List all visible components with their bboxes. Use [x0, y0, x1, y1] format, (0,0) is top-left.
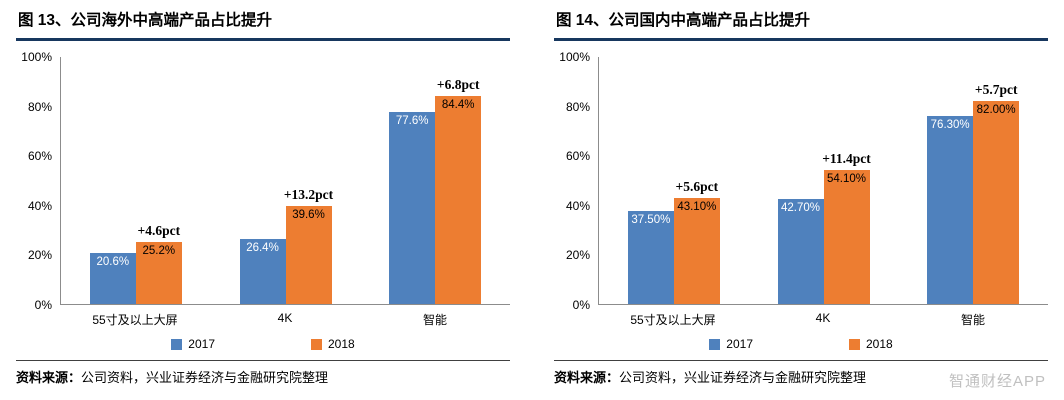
chart-title: 图 14、公司国内中高端产品占比提升	[554, 6, 1048, 41]
chart-title: 图 13、公司海外中高端产品占比提升	[16, 6, 510, 41]
y-axis-tick-label: 60%	[27, 149, 52, 164]
y-axis-tick-label: 80%	[565, 99, 590, 114]
legend: 2017 2018	[16, 337, 510, 351]
bar-2018: 39.6% +13.2pct	[284, 187, 333, 304]
y-axis: 0% 20% 40% 60% 80% 100%	[554, 50, 598, 312]
delta-annotation: +4.6pct	[137, 222, 181, 238]
bar-chart: 0% 20% 40% 60% 80% 100% 20.6% 25.2% +4.6pct 26.4…	[16, 50, 510, 312]
x-axis-category-label: 智能	[422, 313, 447, 327]
charts-row: 图 13、公司海外中高端产品占比提升 0% 20% 40% 60% 80% 100% 20…	[16, 6, 1048, 386]
bar-2018: 43.10% +5.6pct	[673, 179, 720, 304]
bar-value-label: 43.10%	[677, 200, 717, 213]
legend-label: 2017	[188, 337, 215, 351]
y-axis-tick-label: 20%	[27, 248, 52, 263]
source-label: 资料来源：	[16, 370, 82, 385]
legend-item: 2018	[311, 337, 355, 351]
bar-group: 37.50% 43.10% +5.6pct	[599, 57, 749, 304]
x-axis-category-label: 55寸及以上大屏	[92, 313, 178, 327]
bar-value-label: 20.6%	[96, 256, 130, 269]
x-axis-category-label: 4K	[277, 311, 293, 325]
bar-value-label: 54.10%	[826, 173, 866, 186]
bar-chart: 0% 20% 40% 60% 80% 100% 37.50% 43.10% +5.6pct 42…	[554, 50, 1048, 312]
x-axis-category-label: 55寸及以上大屏	[630, 313, 716, 327]
x-axis-category-label: 智能	[960, 313, 985, 327]
x-axis-labels: 55寸及以上大屏 4K 智能	[60, 305, 510, 328]
delta-annotation: +5.7pct	[974, 82, 1018, 98]
bar-2017: 20.6%	[89, 253, 136, 304]
figure-13: 图 13、公司海外中高端产品占比提升 0% 20% 40% 60% 80% 100% 20…	[16, 6, 510, 386]
y-axis-tick-label: 100%	[21, 50, 52, 64]
bar-2018: 82.00% +5.7pct	[973, 82, 1020, 304]
legend: 2017 2018	[554, 337, 1048, 351]
legend-item: 2017	[709, 337, 753, 351]
bar-group: 76.30% 82.00% +5.7pct	[898, 57, 1048, 304]
plot-area: 37.50% 43.10% +5.6pct 42.70% 54.10% +11.4pct 7…	[598, 57, 1048, 305]
x-axis-labels: 55寸及以上大屏 4K 智能	[598, 305, 1048, 328]
source-label: 资料来源：	[554, 370, 620, 385]
delta-annotation: +5.6pct	[675, 178, 719, 194]
bar-value-label: 76.30%	[930, 118, 970, 131]
y-axis-tick-label: 0%	[572, 298, 590, 312]
bar-2017: 37.50%	[627, 211, 674, 304]
y-axis-tick-label: 60%	[565, 149, 590, 164]
figure-14: 图 14、公司国内中高端产品占比提升 0% 20% 40% 60% 80% 100% 37…	[554, 6, 1048, 386]
bar-value-label: 82.00%	[976, 104, 1016, 117]
source-text: 公司资料，兴业证券经济与金融研究院整理	[619, 370, 867, 385]
bar-value-label: 42.70%	[780, 201, 820, 214]
bar-value-label: 39.6%	[292, 209, 325, 222]
source-line: 资料来源：公司资料，兴业证券经济与金融研究院整理	[554, 360, 1048, 386]
source-line: 资料来源：公司资料，兴业证券经济与金融研究院整理	[16, 360, 510, 386]
legend-swatch	[849, 338, 860, 350]
bar-group: 77.6% 84.4% +6.8pct	[360, 57, 510, 304]
plot-area: 20.6% 25.2% +4.6pct 26.4% 39.6% +13.2pct 77.6%…	[60, 57, 510, 305]
bar-value-label: 84.4%	[441, 98, 475, 111]
bar-value-label: 26.4%	[246, 241, 279, 254]
legend-label: 2017	[726, 337, 753, 351]
delta-annotation: +6.8pct	[436, 76, 480, 92]
bar-2018: 25.2% +4.6pct	[135, 223, 182, 304]
legend-swatch	[709, 338, 721, 350]
delta-annotation: +13.2pct	[283, 187, 334, 203]
bar-2018: 54.10% +11.4pct	[822, 151, 871, 304]
bar-group: 42.70% 54.10% +11.4pct	[749, 57, 899, 304]
y-axis-tick-label: 0%	[34, 298, 52, 312]
bar-2017: 42.70%	[777, 198, 824, 304]
bar-2017: 26.4%	[239, 238, 286, 304]
bar-group: 20.6% 25.2% +4.6pct	[61, 57, 211, 304]
bar-2017: 77.6%	[389, 112, 436, 304]
y-axis-tick-label: 40%	[565, 198, 590, 213]
y-axis-tick-label: 100%	[559, 50, 590, 64]
y-axis-tick-label: 40%	[27, 198, 52, 213]
x-axis-category-label: 4K	[815, 311, 831, 325]
legend-swatch	[311, 338, 322, 350]
y-axis: 0% 20% 40% 60% 80% 100%	[16, 50, 60, 312]
legend-swatch	[171, 338, 183, 350]
y-axis-tick-label: 80%	[27, 99, 52, 114]
legend-item: 2018	[849, 337, 893, 351]
legend-label: 2018	[866, 337, 893, 351]
bar-group: 26.4% 39.6% +13.2pct	[211, 57, 361, 304]
legend-label: 2018	[328, 337, 355, 351]
delta-annotation: +11.4pct	[822, 151, 871, 167]
bar-2018: 84.4% +6.8pct	[435, 77, 482, 304]
bar-value-label: 77.6%	[395, 115, 429, 128]
bar-value-label: 37.50%	[631, 214, 671, 227]
source-text: 公司资料，兴业证券经济与金融研究院整理	[81, 370, 329, 385]
bar-2017: 76.30%	[927, 115, 974, 304]
legend-item: 2017	[171, 337, 215, 351]
bar-value-label: 25.2%	[142, 244, 176, 257]
y-axis-tick-label: 20%	[565, 248, 590, 263]
